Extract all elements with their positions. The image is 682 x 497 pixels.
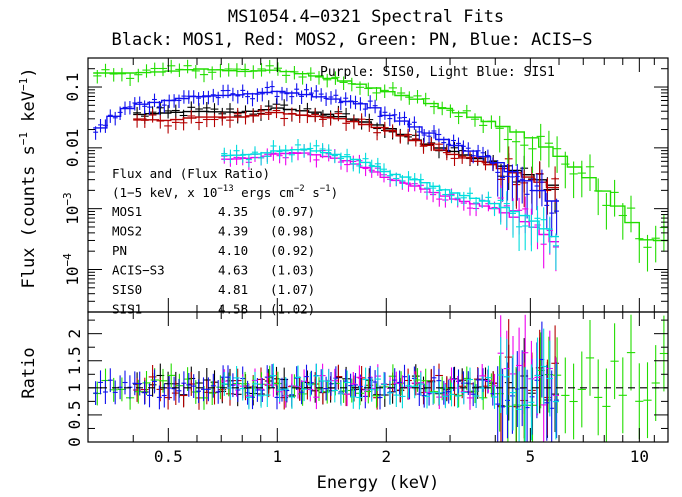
ratio-series-sis1 [221, 328, 559, 442]
flux-row-value: 4.58 [218, 302, 248, 317]
flux-row-ratio: (0.97) [270, 204, 315, 219]
x-tick-label: 10 [630, 447, 649, 466]
sis-annotation: Purple: SIS0, Light Blue: SIS1 [320, 65, 555, 80]
chart-title: MS1054.4−0321 Spectral Fits [228, 7, 504, 27]
flux-row-value: 4.81 [218, 282, 248, 297]
flux-row-ratio: (1.02) [270, 302, 315, 317]
flux-row: MOS1 4.35 (0.97) [112, 204, 315, 219]
bottom-panel-data [93, 314, 668, 442]
flux-table-rows: MOS1 4.35 (0.97) MOS2 4.39 (0.98) PN 4.10 (0.92)… [112, 204, 315, 317]
series-acis-s [93, 80, 559, 238]
flux-row-ratio: (1.07) [270, 282, 315, 297]
axis-ticks: 0.5 1 2 5 10 10−4 10−3 0.01 0.1 0 0.5 1 1.5 2 [61, 58, 668, 466]
top-y-tick-label: 10−4 [61, 253, 82, 286]
chart-subtitle: Black: MOS1, Red: MOS2, Green: PN, Blue:… [111, 30, 592, 50]
flux-table-units: (1−5 keV, x 10−13 ergs cm−2 s−1) [112, 184, 338, 200]
top-y-tick-label: 0.01 [63, 129, 82, 168]
ratio-y-tick-label: 1 [65, 383, 84, 393]
x-tick-label: 1 [272, 447, 282, 466]
bottom-y-axis-label: Ratio [19, 347, 39, 398]
flux-table: Flux and (Flux Ratio) (1−5 keV, x 10−13 … [112, 166, 338, 317]
series-pn [93, 59, 668, 272]
ratio-y-tick-label: 2 [65, 329, 84, 339]
model-pn [93, 68, 668, 242]
ratio-series-acis-s [93, 321, 559, 442]
flux-row-value: 4.35 [218, 204, 248, 219]
flux-row-ratio: (1.03) [270, 263, 315, 278]
flux-row: ACIS−S3 4.63 (1.03) [112, 263, 315, 278]
top-y-tick-label: 0.1 [63, 73, 82, 102]
ratio-y-tick-label: 0 [65, 437, 84, 447]
flux-row-value: 4.63 [218, 263, 248, 278]
flux-row: MOS2 4.39 (0.98) [112, 224, 315, 239]
top-y-tick-label: 10−3 [61, 192, 82, 225]
flux-row-ratio: (0.92) [270, 243, 315, 258]
flux-row-name: SIS1 [112, 302, 142, 317]
x-tick-label: 0.5 [154, 447, 183, 466]
flux-row-name: MOS2 [112, 224, 142, 239]
flux-row-name: ACIS−S3 [112, 263, 165, 278]
ratio-y-tick-label: 0.5 [65, 400, 84, 429]
flux-row: PN 4.10 (0.92) [112, 243, 315, 258]
top-panel-data [93, 59, 668, 272]
flux-row-name: SIS0 [112, 282, 142, 297]
series-sis1 [221, 139, 559, 270]
series-mos2 [133, 104, 559, 215]
flux-table-heading: Flux and (Flux Ratio) [112, 166, 270, 181]
flux-row: SIS0 4.81 (1.07) [112, 282, 315, 297]
bottom-panel-frame [87, 311, 669, 443]
x-tick-label: 2 [381, 447, 391, 466]
x-tick-label: 5 [526, 447, 536, 466]
ratio-series-pn [93, 314, 668, 442]
x-axis-label: Energy (keV) [317, 473, 440, 493]
ratio-y-tick-label: 1.5 [65, 346, 84, 375]
flux-row: SIS1 4.58 (1.02) [112, 302, 315, 317]
flux-row-ratio: (0.98) [270, 224, 315, 239]
top-y-axis-label: Flux (counts s−1 keV−1) [17, 68, 39, 289]
flux-row-value: 4.10 [218, 243, 248, 258]
flux-row-value: 4.39 [218, 224, 248, 239]
flux-row-name: PN [112, 243, 127, 258]
flux-row-name: MOS1 [112, 204, 142, 219]
model-mos2 [133, 111, 559, 189]
